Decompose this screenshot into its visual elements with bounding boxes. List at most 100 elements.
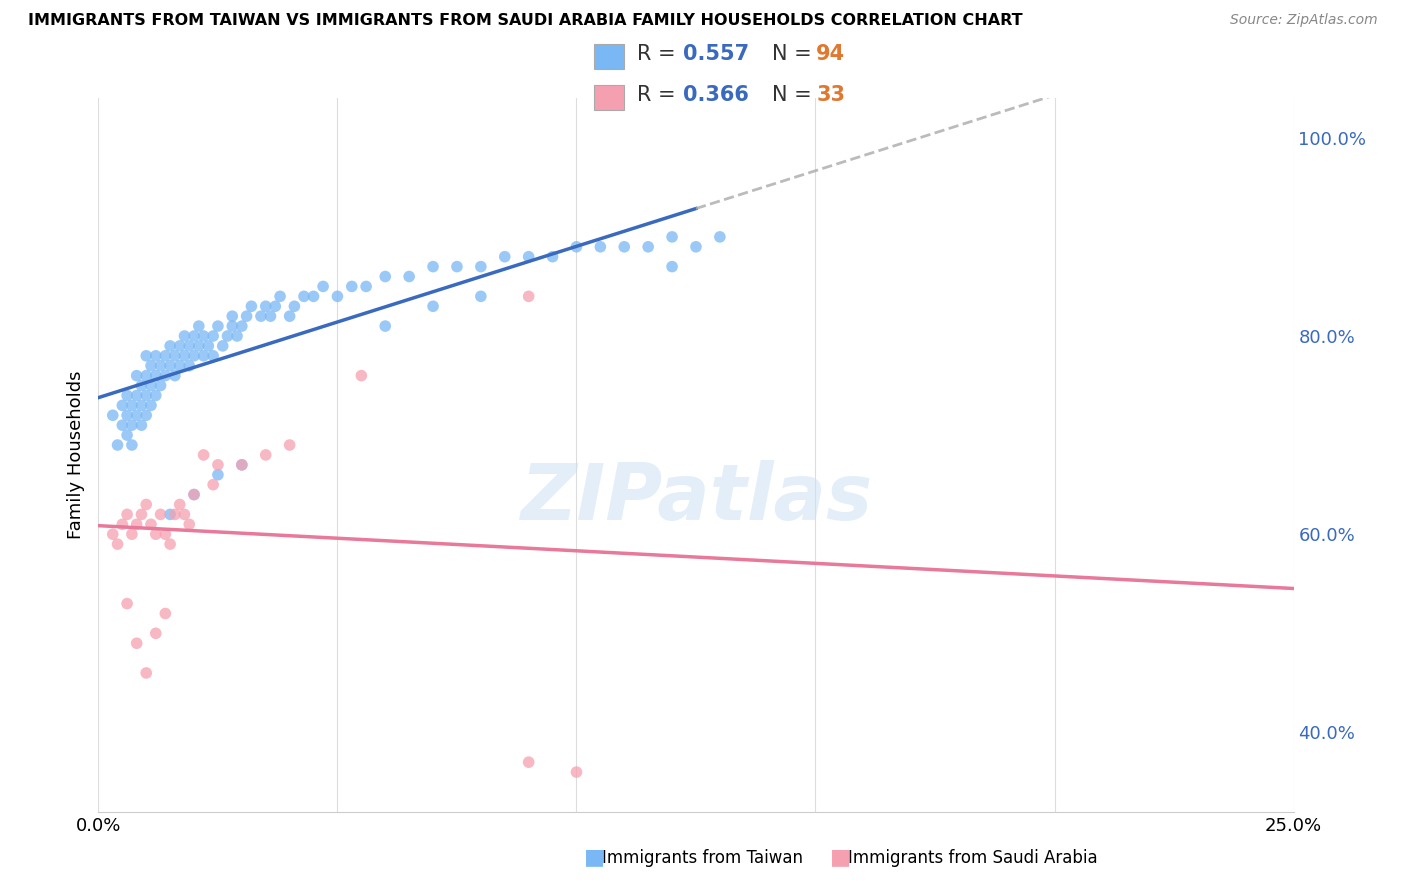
Point: [169, 339, 191, 353]
Point: [637, 240, 659, 254]
Point: [240, 299, 263, 313]
Point: [111, 418, 134, 433]
Point: [173, 349, 195, 363]
Point: [312, 279, 335, 293]
Point: [131, 418, 153, 433]
Point: [107, 537, 129, 551]
Point: [145, 626, 167, 640]
Point: [565, 240, 588, 254]
Point: [264, 299, 287, 313]
Point: [135, 498, 157, 512]
Point: [121, 418, 143, 433]
Point: [217, 329, 239, 343]
Point: [470, 289, 492, 303]
Point: [202, 349, 225, 363]
Point: [183, 349, 205, 363]
Point: [125, 368, 148, 383]
Point: [589, 240, 612, 254]
Point: [292, 289, 315, 303]
Point: [422, 260, 444, 274]
Point: [145, 368, 167, 383]
Point: [183, 329, 205, 343]
Point: [115, 508, 138, 522]
Y-axis label: Family Households: Family Households: [66, 371, 84, 539]
Point: [211, 339, 233, 353]
Point: [115, 388, 138, 402]
Point: [283, 299, 305, 313]
Text: N =: N =: [772, 86, 818, 105]
Point: [155, 607, 177, 621]
Point: [145, 527, 167, 541]
Point: [354, 279, 377, 293]
Point: [207, 458, 229, 472]
Point: [202, 477, 225, 491]
Point: [179, 359, 201, 373]
Point: [565, 765, 588, 780]
Point: [340, 279, 363, 293]
Point: [685, 240, 707, 254]
Point: [183, 487, 205, 501]
Point: [111, 398, 134, 412]
FancyBboxPatch shape: [593, 85, 624, 110]
Point: [155, 527, 177, 541]
Point: [326, 289, 349, 303]
Point: [398, 269, 420, 284]
Point: [221, 309, 243, 323]
Point: [254, 299, 277, 313]
Point: [131, 508, 153, 522]
Point: [207, 319, 229, 334]
Point: [193, 329, 215, 343]
Point: [121, 527, 143, 541]
Point: [374, 269, 396, 284]
Point: [613, 240, 636, 254]
Text: Source: ZipAtlas.com: Source: ZipAtlas.com: [1230, 13, 1378, 28]
Point: [254, 448, 277, 462]
Point: [278, 309, 301, 323]
Point: [125, 409, 148, 423]
Point: [269, 289, 291, 303]
Point: [350, 368, 373, 383]
Point: [193, 349, 215, 363]
Point: [202, 329, 225, 343]
Point: [115, 409, 138, 423]
Point: [121, 398, 143, 412]
Point: [517, 755, 540, 769]
Point: [125, 636, 148, 650]
Point: [302, 289, 325, 303]
Point: [163, 508, 186, 522]
Point: [278, 438, 301, 452]
Text: ■: ■: [583, 847, 605, 867]
Point: [125, 517, 148, 532]
Point: [231, 458, 253, 472]
Point: [259, 309, 281, 323]
Text: IMMIGRANTS FROM TAIWAN VS IMMIGRANTS FROM SAUDI ARABIA FAMILY HOUSEHOLDS CORRELA: IMMIGRANTS FROM TAIWAN VS IMMIGRANTS FRO…: [28, 13, 1022, 29]
Point: [169, 359, 191, 373]
Point: [494, 250, 516, 264]
Point: [541, 250, 564, 264]
Point: [131, 398, 153, 412]
Point: [135, 409, 157, 423]
Point: [131, 378, 153, 392]
Point: [709, 230, 731, 244]
Point: [250, 309, 273, 323]
Point: [135, 665, 157, 680]
Point: [145, 349, 167, 363]
Point: [517, 250, 540, 264]
Point: [207, 467, 229, 482]
Text: 33: 33: [817, 86, 845, 105]
Point: [155, 368, 177, 383]
Point: [139, 517, 162, 532]
Point: [159, 508, 181, 522]
Point: [145, 388, 167, 402]
Text: N =: N =: [772, 45, 818, 64]
Text: Immigrants from Saudi Arabia: Immigrants from Saudi Arabia: [848, 849, 1098, 867]
Point: [135, 349, 157, 363]
Text: ■: ■: [830, 847, 851, 867]
Point: [125, 388, 148, 402]
Point: [163, 349, 186, 363]
Text: R =: R =: [637, 45, 683, 64]
FancyBboxPatch shape: [593, 44, 624, 69]
Point: [231, 319, 253, 334]
Point: [374, 319, 396, 334]
Point: [187, 339, 209, 353]
